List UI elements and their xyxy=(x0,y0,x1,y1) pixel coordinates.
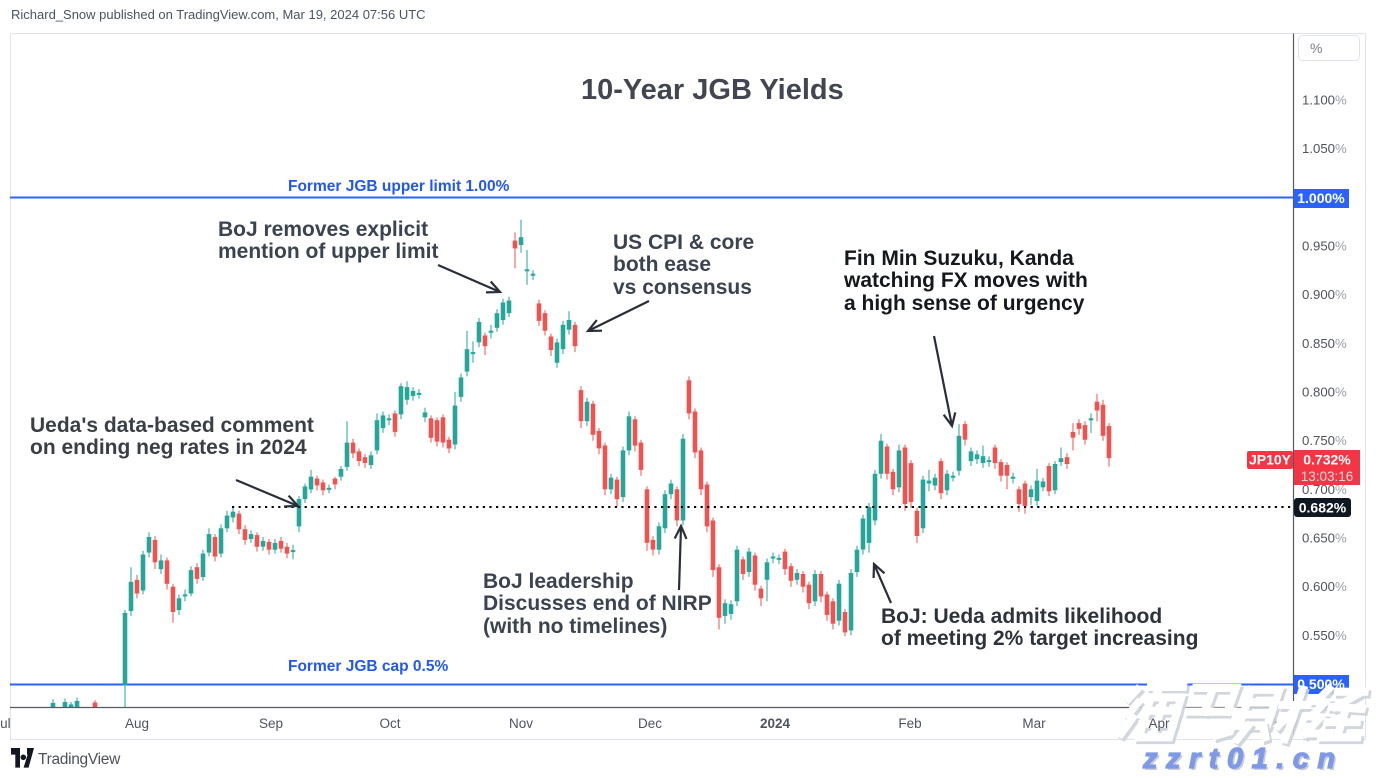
svg-text:0.800%: 0.800% xyxy=(1302,385,1347,400)
svg-text:0.600%: 0.600% xyxy=(1302,579,1347,594)
svg-text:0.550%: 0.550% xyxy=(1302,628,1347,643)
svg-text:2024: 2024 xyxy=(760,716,791,731)
svg-text:1.100%: 1.100% xyxy=(1302,93,1347,108)
svg-text:Feb: Feb xyxy=(898,716,921,731)
svg-text:0.900%: 0.900% xyxy=(1302,287,1347,302)
svg-text:1.000%: 1.000% xyxy=(1297,190,1345,206)
svg-text:Apr: Apr xyxy=(1148,716,1170,731)
svg-text:Mar: Mar xyxy=(1022,716,1046,731)
svg-text:Aug: Aug xyxy=(125,716,149,731)
svg-text:0.750%: 0.750% xyxy=(1302,433,1347,448)
svg-text:Oct: Oct xyxy=(379,716,400,731)
svg-text:Jul: Jul xyxy=(0,716,11,731)
svg-text:%: % xyxy=(1310,40,1322,56)
svg-text:0.682%: 0.682% xyxy=(1299,500,1347,516)
svg-text:Nov: Nov xyxy=(509,716,533,731)
svg-text:Dec: Dec xyxy=(638,716,662,731)
svg-text:0.650%: 0.650% xyxy=(1302,531,1347,546)
svg-text:0.950%: 0.950% xyxy=(1302,239,1347,254)
svg-text:Sep: Sep xyxy=(259,716,283,731)
svg-text:1.050%: 1.050% xyxy=(1302,141,1347,156)
svg-text:0.700%: 0.700% xyxy=(1302,482,1347,497)
svg-text:0.850%: 0.850% xyxy=(1302,336,1347,351)
svg-text:13:03:16: 13:03:16 xyxy=(1301,469,1354,484)
svg-text:JP10Y: JP10Y xyxy=(1249,452,1292,468)
svg-text:0.732%: 0.732% xyxy=(1303,452,1351,468)
